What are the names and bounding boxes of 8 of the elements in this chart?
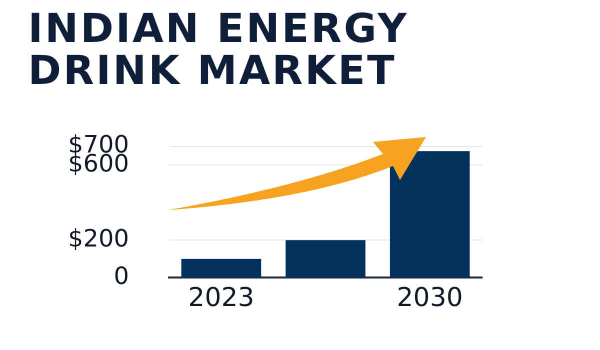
x-tick-label: 2030 (396, 282, 463, 313)
x-tick-label: 2023 (188, 282, 254, 313)
y-tick-label: $200 (68, 224, 130, 252)
y-tick-label: 0 (114, 262, 130, 290)
chart-title: INDIAN ENERGY DRINK MARKET (28, 6, 410, 94)
bar (390, 151, 470, 278)
bar (286, 240, 366, 278)
bar (181, 258, 262, 278)
